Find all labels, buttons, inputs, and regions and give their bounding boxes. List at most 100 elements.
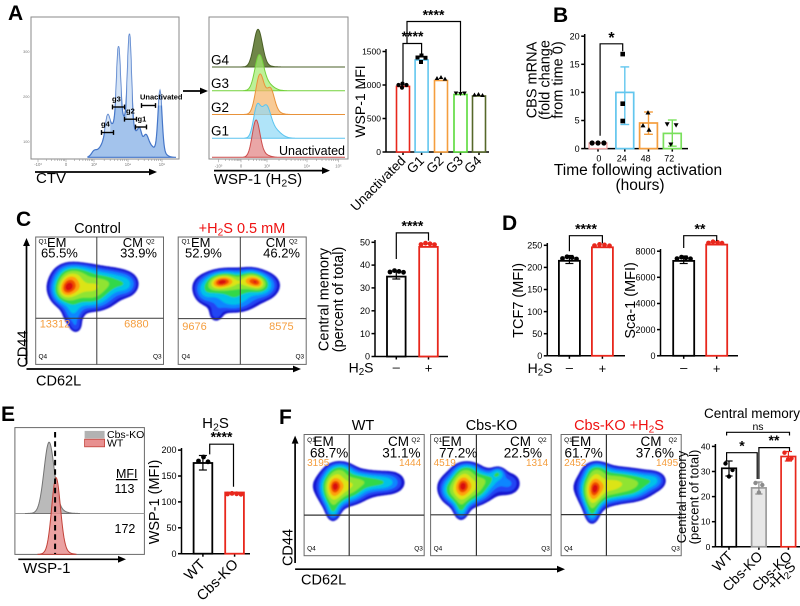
svg-text:–: – xyxy=(566,360,574,375)
svg-text:0: 0 xyxy=(365,352,370,362)
svg-text:Q1: Q1 xyxy=(182,239,191,246)
svg-text:200: 200 xyxy=(527,263,542,273)
svg-text:H2S: H2S xyxy=(202,415,229,434)
svg-text:Time following activation: Time following activation xyxy=(554,162,722,179)
svg-text:Cbs-KO: Cbs-KO xyxy=(466,418,518,434)
svg-text:24: 24 xyxy=(617,154,627,164)
svg-text:200: 200 xyxy=(161,445,176,455)
svg-text:10³: 10³ xyxy=(91,162,98,167)
svg-text:WT: WT xyxy=(352,418,375,434)
svg-text:31.1%: 31.1% xyxy=(382,446,420,461)
svg-text:6000: 6000 xyxy=(635,272,655,282)
svg-text:Q2: Q2 xyxy=(669,437,678,444)
svg-text:CM: CM xyxy=(266,235,286,250)
svg-text:1314: 1314 xyxy=(526,458,549,469)
svg-text:****: **** xyxy=(575,221,597,237)
svg-text:MFI: MFI xyxy=(116,467,138,481)
svg-text:Q2: Q2 xyxy=(146,239,155,246)
svg-text:****: **** xyxy=(402,28,424,44)
svg-text:10: 10 xyxy=(701,517,711,527)
svg-text:CM: CM xyxy=(641,434,662,449)
svg-text:33.9%: 33.9% xyxy=(120,245,157,260)
svg-text:Q1: Q1 xyxy=(564,437,573,444)
svg-text:77.2%: 77.2% xyxy=(439,446,477,461)
svg-text:Cbs-KO +H2S: Cbs-KO +H2S xyxy=(574,418,664,436)
svg-text:WT: WT xyxy=(107,438,124,450)
svg-text:+: + xyxy=(425,361,433,376)
svg-text:*: * xyxy=(608,30,615,47)
svg-text:100: 100 xyxy=(527,307,542,317)
svg-text:113: 113 xyxy=(115,482,135,496)
svg-text:Q2: Q2 xyxy=(538,437,547,444)
svg-text:Q3: Q3 xyxy=(671,546,680,553)
svg-text:(hours): (hours) xyxy=(615,177,664,194)
svg-text:172: 172 xyxy=(115,522,136,536)
svg-text:g1: g1 xyxy=(138,115,147,124)
svg-text:250: 250 xyxy=(527,241,542,251)
svg-text:65.5%: 65.5% xyxy=(41,245,78,260)
svg-text:G4: G4 xyxy=(211,53,230,68)
svg-text:Control: Control xyxy=(74,221,121,237)
svg-text:EM: EM xyxy=(47,235,67,250)
svg-text:G3: G3 xyxy=(211,76,229,91)
svg-text:52.9%: 52.9% xyxy=(185,245,222,260)
svg-text:9676: 9676 xyxy=(182,321,206,333)
svg-text:100: 100 xyxy=(161,497,176,507)
svg-text:4000: 4000 xyxy=(635,299,655,309)
svg-text:2000: 2000 xyxy=(635,325,655,335)
svg-text:5: 5 xyxy=(575,116,580,126)
svg-text:Q1: Q1 xyxy=(434,437,443,444)
svg-text:Q4: Q4 xyxy=(307,546,316,553)
svg-text:G1: G1 xyxy=(211,124,229,139)
svg-text:ns: ns xyxy=(752,421,763,433)
svg-text:200: 200 xyxy=(23,95,29,99)
svg-text:g4: g4 xyxy=(101,120,111,129)
svg-text:50: 50 xyxy=(532,329,542,339)
svg-text:46.2%: 46.2% xyxy=(263,245,300,260)
svg-text:H2S: H2S xyxy=(528,360,553,379)
svg-text:Q3: Q3 xyxy=(414,546,423,553)
svg-text:6880: 6880 xyxy=(124,319,148,331)
svg-text:Cbs-KO: Cbs-KO xyxy=(107,429,144,441)
svg-text:Q4: Q4 xyxy=(182,354,191,361)
svg-text:CD62L: CD62L xyxy=(301,573,346,589)
svg-text:150: 150 xyxy=(527,285,542,295)
svg-text:WSP-1: WSP-1 xyxy=(23,560,71,577)
svg-text:10⁵: 10⁵ xyxy=(159,162,166,167)
svg-text:Q4: Q4 xyxy=(39,354,48,361)
svg-text:from time 0): from time 0) xyxy=(551,41,567,118)
svg-text:Q3: Q3 xyxy=(153,354,162,361)
svg-text:0: 0 xyxy=(706,542,711,552)
svg-text:13312: 13312 xyxy=(40,319,71,331)
svg-text:Q4: Q4 xyxy=(564,546,573,553)
svg-text:8575: 8575 xyxy=(269,321,293,333)
svg-text:Central memory: Central memory xyxy=(674,450,689,543)
svg-text:CD44: CD44 xyxy=(280,529,296,566)
svg-text:WSP-1 (H2S): WSP-1 (H2S) xyxy=(214,171,302,190)
svg-text:****: **** xyxy=(211,429,233,445)
svg-text:TCF7 (MFI): TCF7 (MFI) xyxy=(511,263,527,338)
svg-text:g2: g2 xyxy=(126,107,135,116)
svg-text:(percent of total): (percent of total) xyxy=(687,450,702,545)
svg-text:CM: CM xyxy=(510,434,531,449)
svg-text:0: 0 xyxy=(376,147,381,157)
svg-text:+: + xyxy=(713,361,721,376)
svg-text:Q3: Q3 xyxy=(541,546,550,553)
svg-text:50: 50 xyxy=(166,523,176,533)
svg-text:CM: CM xyxy=(123,235,143,250)
svg-text:30: 30 xyxy=(701,467,711,477)
svg-text:1495: 1495 xyxy=(656,458,679,469)
svg-text:20: 20 xyxy=(701,492,711,502)
svg-text:g3: g3 xyxy=(112,95,121,104)
svg-text:Sca-1 (MFI): Sca-1 (MFI) xyxy=(623,262,639,339)
svg-text:37.6%: 37.6% xyxy=(636,446,674,461)
svg-text:–: – xyxy=(393,360,401,375)
svg-text:10: 10 xyxy=(570,88,580,98)
svg-text:150: 150 xyxy=(161,471,176,481)
svg-text:Central memory: Central memory xyxy=(317,247,333,351)
svg-text:C: C xyxy=(16,208,31,231)
svg-text:F: F xyxy=(279,406,292,429)
svg-text:0: 0 xyxy=(537,351,542,361)
svg-text:300: 300 xyxy=(23,50,29,54)
svg-text:61.7%: 61.7% xyxy=(565,446,603,461)
